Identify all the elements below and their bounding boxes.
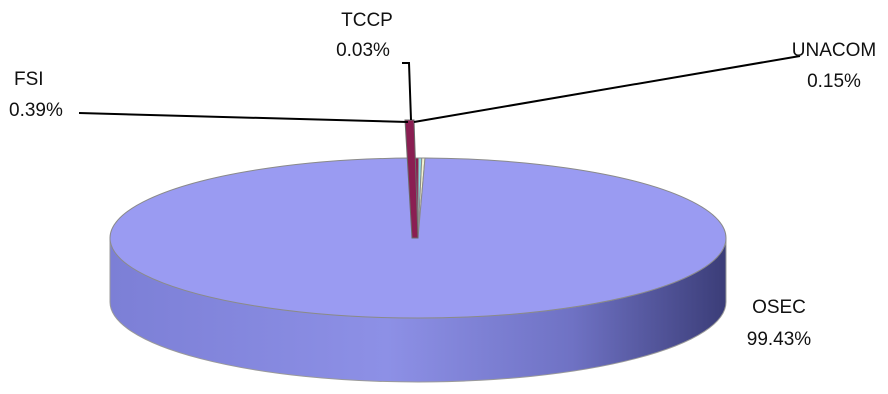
pie-slices	[109, 119, 727, 319]
slice-value-unacom: 0.15%	[807, 71, 861, 92]
slice-label-fsi: FSI	[14, 69, 44, 90]
slice-value-osec: 99.43%	[747, 329, 812, 350]
slice-value-tccp: 0.03%	[336, 40, 390, 61]
slice-label-osec: OSEC	[752, 297, 806, 318]
slice-value-fsi: 0.39%	[9, 100, 63, 121]
leader-line-tccp	[402, 62, 412, 121]
slice-label-tccp: TCCP	[341, 10, 393, 31]
slice-label-unacom: UNACOM	[792, 40, 876, 61]
leader-line-fsi	[78, 112, 409, 123]
leader-line-unacom	[413, 55, 801, 123]
